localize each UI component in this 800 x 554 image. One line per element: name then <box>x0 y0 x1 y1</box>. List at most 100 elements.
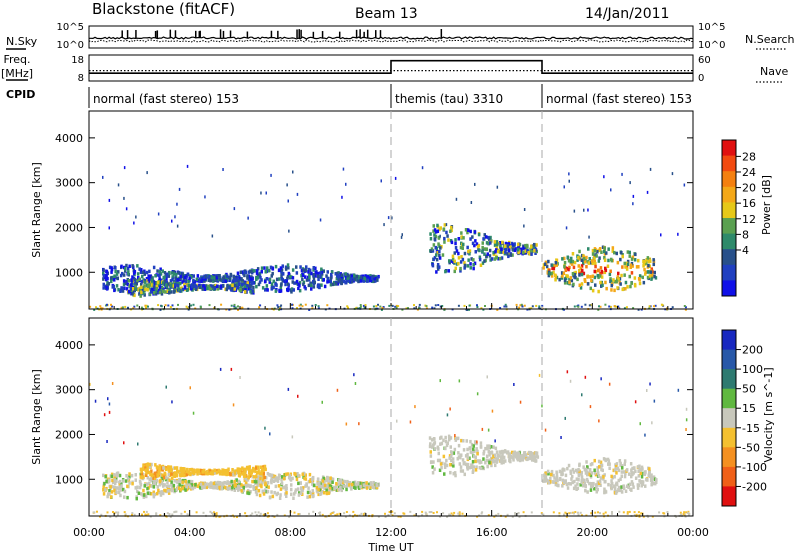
echo-cell <box>492 445 495 449</box>
echo-cell <box>251 512 254 515</box>
echo-cell <box>631 466 634 471</box>
echo-cell <box>216 486 219 490</box>
echo-cell <box>459 455 462 460</box>
echo-cell <box>499 241 502 245</box>
echo-cell <box>168 288 171 292</box>
echo-cell <box>264 513 267 516</box>
echo-cell <box>623 462 626 466</box>
echo-cell <box>642 264 645 268</box>
echo-cell <box>640 479 643 484</box>
echo-cell <box>359 276 363 280</box>
echo-cell <box>526 308 529 311</box>
echo-cell <box>353 373 355 377</box>
echo-cell <box>276 479 280 483</box>
echo-cell <box>492 459 495 464</box>
echo-cell <box>550 472 553 477</box>
echo-cell <box>284 267 288 271</box>
echo-cell <box>310 283 313 288</box>
echo-cell <box>237 274 241 279</box>
echo-cell <box>338 278 342 282</box>
echo-cell <box>620 464 624 468</box>
echo-cell <box>172 484 176 488</box>
echo-cell <box>371 514 374 517</box>
echo-cell <box>460 235 463 239</box>
echo-cell <box>263 266 266 270</box>
echo-cell <box>291 307 294 310</box>
echo-cell <box>555 258 558 262</box>
echo-cell <box>159 308 162 311</box>
echo-cell <box>430 438 434 442</box>
echo-cell <box>628 254 631 258</box>
echo-cell <box>255 466 258 470</box>
y-tick-label: 3000 <box>55 384 83 397</box>
echo-cell <box>637 474 641 478</box>
echo-cell <box>578 268 581 273</box>
echo-cell <box>623 261 626 266</box>
echo-cell <box>637 265 640 269</box>
echo-cell <box>110 279 113 284</box>
echo-cell <box>576 277 579 282</box>
echo-cell <box>171 275 174 279</box>
echo-cell <box>230 471 234 476</box>
echo-cell <box>317 277 320 281</box>
echo-cell <box>571 259 575 264</box>
echo-cell <box>610 188 612 192</box>
echo-cell <box>592 481 595 486</box>
echo-cell <box>301 472 304 477</box>
echo-cell <box>599 280 602 285</box>
echo-cell <box>173 471 176 475</box>
echo-cell <box>136 279 139 283</box>
echo-cell <box>567 267 570 272</box>
echo-cell <box>613 475 616 479</box>
echo-cell <box>476 304 478 307</box>
echo-cell <box>552 266 556 271</box>
echo-cell <box>589 405 592 409</box>
echo-cell <box>589 275 592 279</box>
echo-cell <box>205 485 209 490</box>
echo-cell <box>336 513 339 516</box>
echo-cell <box>302 282 305 287</box>
echo-cell <box>639 422 641 426</box>
echo-cell <box>297 513 300 516</box>
echo-cell <box>621 287 624 292</box>
echo-cell <box>577 468 580 472</box>
echo-cell <box>293 511 296 514</box>
echo-cell <box>602 512 605 515</box>
echo-cell <box>433 447 437 451</box>
echo-cell <box>554 278 557 282</box>
echo-cell <box>571 272 575 276</box>
echo-cell <box>493 515 496 518</box>
echo-cell <box>586 465 589 469</box>
echo-cell <box>99 305 102 308</box>
echo-cell <box>146 486 149 491</box>
echo-cell <box>148 465 152 469</box>
echo-cell <box>312 272 316 277</box>
echo-cell <box>171 277 174 282</box>
echo-cell <box>344 281 347 285</box>
echo-cell <box>142 278 145 282</box>
echo-cell <box>482 466 485 471</box>
echo-cell <box>157 212 160 216</box>
echo-cell <box>168 291 171 295</box>
echo-cell <box>413 304 415 307</box>
echo-cell <box>252 487 255 491</box>
echo-cell <box>571 467 575 472</box>
echo-cell <box>142 270 145 274</box>
echo-cell <box>147 463 150 467</box>
echo-cell <box>166 289 169 294</box>
echo-cell <box>167 282 170 286</box>
echo-cell <box>401 308 404 311</box>
echo-cell <box>216 279 219 283</box>
echo-cell <box>513 383 515 386</box>
echo-cell <box>152 280 156 284</box>
echo-cell <box>489 241 492 245</box>
echo-cell <box>355 274 359 279</box>
echo-cell <box>159 514 162 517</box>
power-colorbar-label: Power [dB] <box>760 175 773 235</box>
echo-cell <box>345 277 348 281</box>
echo-cell <box>593 275 597 280</box>
echo-cell <box>218 515 221 518</box>
echo-cell <box>128 475 131 479</box>
echo-cell <box>298 513 301 515</box>
echo-cell <box>457 251 460 256</box>
